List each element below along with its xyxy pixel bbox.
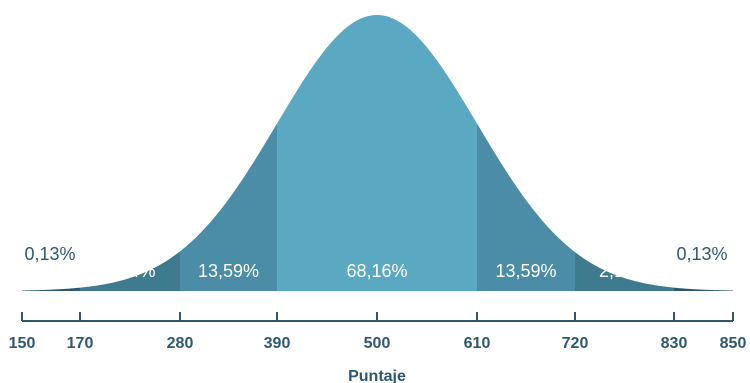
band-label-2: 13,59% xyxy=(198,261,259,281)
x-axis-ticks xyxy=(21,312,734,321)
band-6 xyxy=(674,287,733,291)
x-axis-tick-labels: 150 170 280 390 500 610 720 830 850 xyxy=(9,335,747,352)
band-1 xyxy=(80,251,180,291)
distribution-bands xyxy=(22,15,733,291)
band-5 xyxy=(575,252,674,291)
x-tick-label-2: 280 xyxy=(167,335,194,352)
x-tick-label-4: 500 xyxy=(364,335,391,352)
band-label-5: 2,14% xyxy=(599,261,650,281)
band-4 xyxy=(477,123,575,291)
x-tick-label-6: 720 xyxy=(562,335,589,352)
band-3 xyxy=(277,15,477,291)
x-tick-label-3: 390 xyxy=(264,335,291,352)
band-labels: 0,13% 2,14% 13,59% 68,16% 13,59% 2,14% 0,13% xyxy=(24,244,727,281)
x-tick-label-0: 150 xyxy=(9,335,36,352)
x-tick-label-8: 850 xyxy=(720,335,747,352)
band-2 xyxy=(180,123,277,291)
band-label-4: 13,59% xyxy=(495,261,556,281)
x-tick-label-7: 830 xyxy=(661,335,688,352)
band-label-3: 68,16% xyxy=(346,261,407,281)
band-0 xyxy=(22,287,80,291)
x-axis: 150 170 280 390 500 610 720 830 850 xyxy=(9,312,747,352)
x-tick-label-1: 170 xyxy=(67,335,94,352)
band-label-6: 0,13% xyxy=(676,244,727,264)
x-tick-label-5: 610 xyxy=(464,335,491,352)
band-label-1: 2,14% xyxy=(104,261,155,281)
band-label-0: 0,13% xyxy=(24,244,75,264)
x-axis-title: Puntaje xyxy=(348,368,406,383)
